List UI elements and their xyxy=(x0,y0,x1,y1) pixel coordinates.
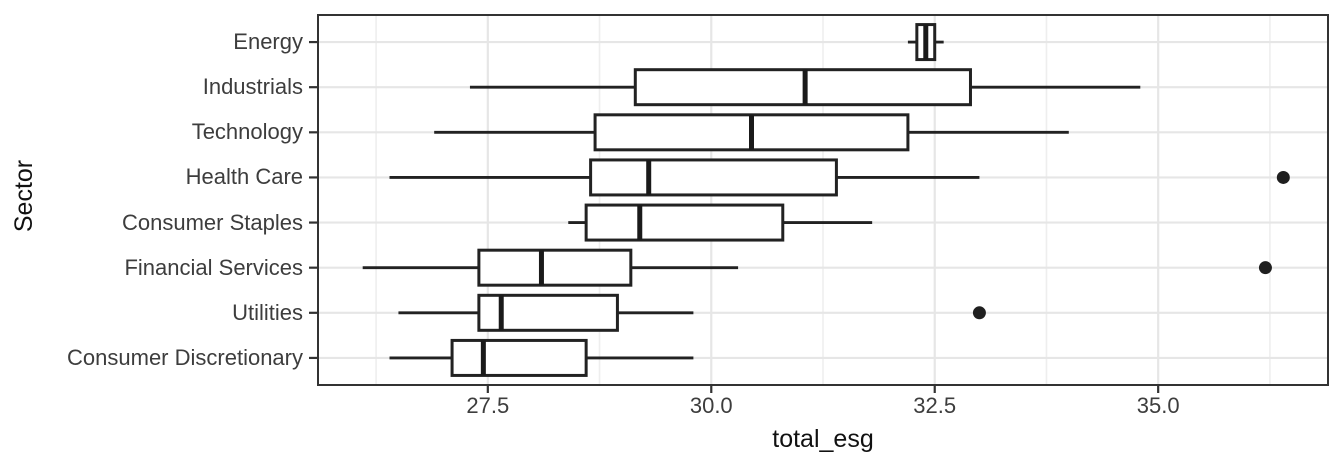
y-tick-label: Consumer Discretionary xyxy=(67,344,303,370)
iqr-box xyxy=(584,203,785,242)
boxplot-utilities xyxy=(398,293,986,332)
x-tick-label: 30.0 xyxy=(689,393,733,418)
y-tick-label: Health Care xyxy=(185,164,303,190)
outlier-point xyxy=(972,306,986,320)
outlier-point xyxy=(1276,170,1290,184)
iqr-box xyxy=(450,338,588,377)
x-tick-label: 32.5 xyxy=(913,393,957,418)
y-tick-label: Financial Services xyxy=(124,254,303,280)
y-tick-label: Technology xyxy=(191,119,303,145)
y-tick-label: Utilities xyxy=(232,299,303,325)
boxplot-consumer-discretionary xyxy=(389,338,694,377)
x-tick-label: 35.0 xyxy=(1136,393,1180,418)
panel-border xyxy=(317,14,1329,386)
boxplot-health-care xyxy=(389,158,1290,197)
y-tick-label: Consumer Staples xyxy=(122,209,303,235)
y-tick-label: Industrials xyxy=(202,74,303,100)
x-tick-label: 27.5 xyxy=(466,393,510,418)
boxplot-energy xyxy=(907,23,944,62)
boxplot-technology xyxy=(434,113,1069,152)
boxplot-industrials xyxy=(469,68,1141,107)
boxplot-consumer-staples xyxy=(568,203,873,242)
iqr-box xyxy=(589,158,838,197)
boxplot-financial-services xyxy=(362,248,1272,287)
iqr-box xyxy=(477,248,633,287)
outlier-point xyxy=(1258,261,1272,275)
y-tick-label: Energy xyxy=(233,29,303,55)
x-axis-title: total_esg xyxy=(772,425,874,453)
